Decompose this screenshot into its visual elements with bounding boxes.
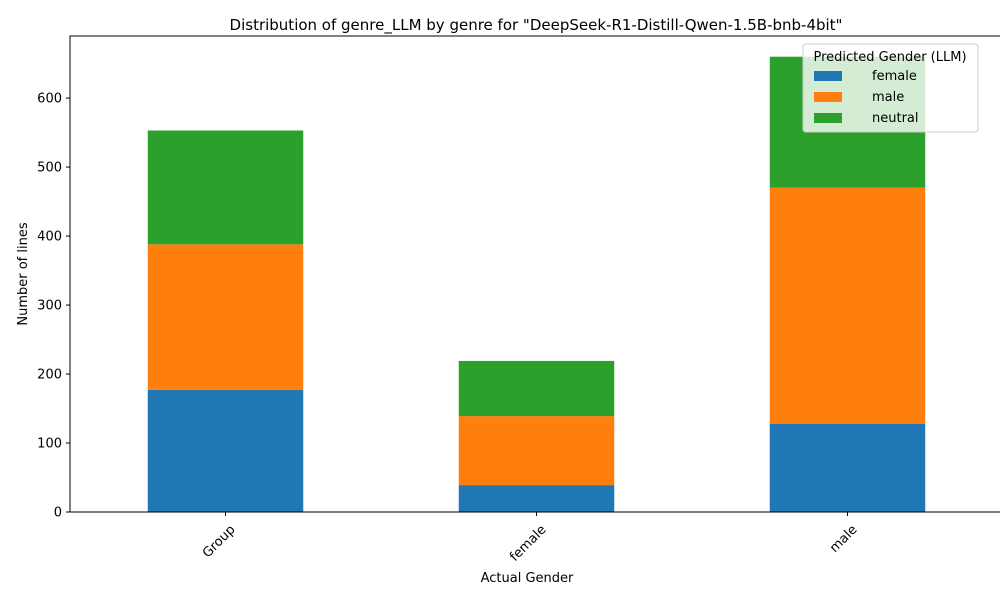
bar-male-female xyxy=(769,423,926,512)
legend: Predicted Gender (LLM) female male neutral xyxy=(802,43,979,133)
bar-female-female xyxy=(458,485,615,512)
x-tick-label: Group xyxy=(200,522,239,561)
legend-label-female: female xyxy=(872,69,917,84)
bar-male-male xyxy=(769,187,926,424)
x-axis: Group female male xyxy=(200,512,861,565)
bar-group-male xyxy=(147,244,304,390)
x-axis-title: Actual Gender xyxy=(481,571,574,586)
y-tick-label: 200 xyxy=(37,368,62,383)
legend-label-neutral: neutral xyxy=(872,111,919,126)
y-axis: 0 100 200 300 400 500 600 xyxy=(37,92,70,521)
bar-group-female xyxy=(147,389,304,512)
legend-title: Predicted Gender (LLM) xyxy=(813,50,966,65)
y-axis-title: Number of lines xyxy=(16,222,31,325)
legend-items: female male neutral xyxy=(814,69,919,126)
y-tick-label: 500 xyxy=(37,161,62,176)
plot-frame xyxy=(69,35,1000,513)
legend-label-male: male xyxy=(872,90,904,105)
legend-box xyxy=(802,43,979,133)
y-tick-label: 300 xyxy=(37,299,62,314)
bar-female-male xyxy=(458,416,615,486)
y-tick-label: 0 xyxy=(54,506,62,521)
x-tick-label: male xyxy=(827,522,860,555)
x-tick-label: female xyxy=(507,522,549,564)
y-tick-label: 100 xyxy=(37,437,62,452)
legend-swatch-female xyxy=(814,71,842,81)
legend-swatch-neutral xyxy=(814,113,842,123)
bar-group-neutral xyxy=(147,130,304,245)
y-tick-label: 600 xyxy=(37,92,62,107)
y-tick-label: 400 xyxy=(37,230,62,245)
chart-title: Distribution of genre_LLM by genre for "… xyxy=(230,16,843,35)
legend-swatch-male xyxy=(814,92,842,102)
bar-female-neutral xyxy=(458,360,615,417)
